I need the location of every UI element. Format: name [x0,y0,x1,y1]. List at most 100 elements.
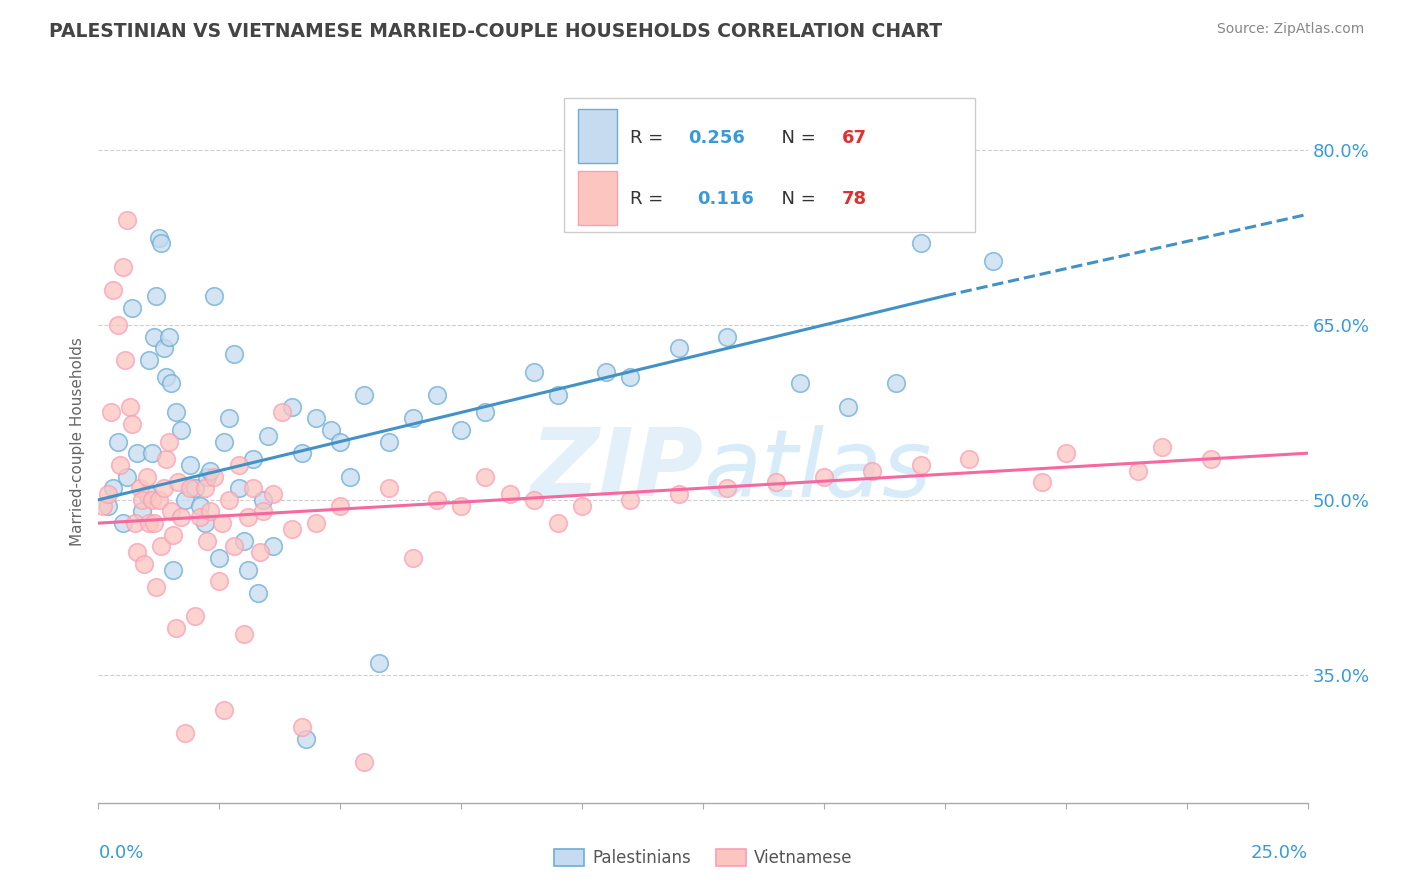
Point [813,469,835,483]
Point [134,557,156,571]
Point [339,469,361,483]
Point [127,545,149,559]
Point [188,499,211,513]
Point [450,499,472,513]
Point [238,510,260,524]
Point [160,504,183,518]
Point [121,417,143,431]
Point [571,499,593,513]
Point [179,458,201,472]
Point [271,405,294,419]
Point [141,446,163,460]
Text: ZIP: ZIP [530,425,703,516]
Point [195,533,218,548]
Point [353,388,375,402]
Point [281,522,304,536]
Point [165,405,187,419]
Point [211,516,233,530]
Point [148,492,170,507]
Point [118,400,141,414]
Text: N =: N = [769,129,821,147]
Point [238,563,260,577]
Point [228,458,250,472]
Point [198,504,221,518]
Point [174,726,197,740]
Point [148,230,170,244]
Point [101,283,124,297]
Point [523,492,546,507]
Point [256,428,278,442]
Text: 25.0%: 25.0% [1250,844,1308,862]
Point [97,487,120,501]
Point [232,627,254,641]
Text: 67: 67 [842,129,868,147]
Point [426,388,449,402]
Text: 78: 78 [842,191,868,209]
Point [353,755,375,769]
Point [290,720,312,734]
Point [789,376,811,391]
Point [716,481,738,495]
Point [198,464,221,478]
Point [765,475,787,490]
Point [242,481,264,495]
Point [837,400,859,414]
Point [162,563,184,577]
Point [305,411,328,425]
Point [204,469,226,483]
Point [101,481,124,495]
Point [595,365,617,379]
Point [402,411,425,425]
Point [218,411,240,425]
Text: Source: ZipAtlas.com: Source: ZipAtlas.com [1216,22,1364,37]
Point [212,434,235,449]
Point [169,510,191,524]
Point [619,492,641,507]
Point [886,376,908,391]
Point [143,329,166,343]
Point [247,586,270,600]
Point [145,580,167,594]
Point [981,253,1004,268]
Point [204,289,226,303]
Point [100,405,122,419]
Point [474,469,496,483]
Point [165,621,187,635]
Text: atlas: atlas [703,425,931,516]
FancyBboxPatch shape [564,98,976,232]
Point [111,516,134,530]
Point [162,528,184,542]
Point [1054,446,1077,460]
Point [329,499,352,513]
Point [111,260,134,274]
Point [150,540,173,554]
Point [135,487,157,501]
Point [228,481,250,495]
Point [150,236,173,251]
Point [117,213,139,227]
FancyBboxPatch shape [578,170,617,225]
Text: PALESTINIAN VS VIETNAMESE MARRIED-COUPLE HOUSEHOLDS CORRELATION CHART: PALESTINIAN VS VIETNAMESE MARRIED-COUPLE… [49,22,942,41]
Point [114,353,136,368]
Point [155,370,177,384]
Point [547,388,569,402]
Point [212,702,235,716]
Point [498,487,520,501]
FancyBboxPatch shape [578,109,617,163]
Point [262,487,284,501]
Point [97,499,120,513]
Point [402,551,425,566]
Point [377,481,399,495]
Point [242,452,264,467]
Point [1199,452,1222,467]
Point [157,329,180,343]
Point [281,400,304,414]
Point [1031,475,1053,490]
Point [174,492,197,507]
Point [426,492,449,507]
Point [195,469,218,483]
Point [117,469,139,483]
Point [222,347,245,361]
Point [145,289,167,303]
Point [262,540,284,554]
